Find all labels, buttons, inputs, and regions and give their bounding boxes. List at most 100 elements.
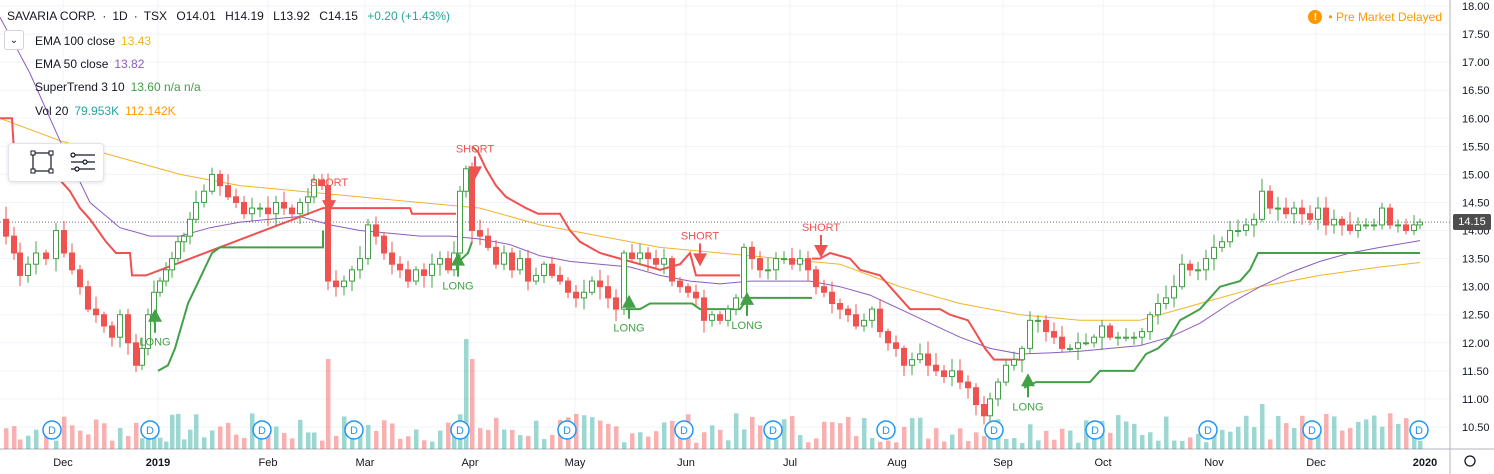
candle-body — [289, 207, 295, 215]
candle-body — [669, 258, 675, 282]
volume-bar — [188, 429, 193, 449]
volume-bar — [486, 429, 491, 449]
candle-body — [1251, 218, 1257, 226]
supertrend-up-line — [1023, 252, 1420, 389]
dividend-marker[interactable] — [344, 420, 364, 440]
dividend-marker[interactable] — [140, 420, 160, 440]
volume-bar — [1332, 416, 1337, 449]
candle-body — [69, 252, 75, 271]
short-signal-label: SHORT — [802, 222, 841, 234]
volume-bar — [702, 432, 707, 449]
volume-bar — [830, 422, 835, 449]
collapse-legend-button[interactable]: ⌄ — [4, 30, 24, 50]
volume-bar — [670, 420, 675, 449]
volume-bar — [414, 429, 419, 449]
candle-body — [741, 246, 747, 299]
volume-bar — [782, 419, 787, 449]
candle-body — [805, 258, 811, 271]
volume-bar — [1028, 424, 1033, 449]
dividend-marker[interactable] — [42, 420, 62, 440]
candle-body — [509, 252, 515, 271]
y-tick-label: 16.00 — [1462, 113, 1490, 125]
candle-body — [17, 252, 23, 276]
ema50-line — [0, 16, 1421, 355]
candle-body — [319, 179, 325, 187]
candle-body — [1299, 207, 1305, 215]
dividend-marker[interactable] — [1085, 420, 1105, 440]
volume-bar — [266, 436, 271, 449]
dividend-marker[interactable] — [252, 420, 272, 440]
legend-supertrend[interactable]: SuperTrend 3 10 13.60 n/a n/a — [35, 80, 201, 94]
symbol-name[interactable]: SAVARIA CORP. — [7, 9, 97, 23]
candle-body — [581, 291, 587, 299]
price-change: +0.20 (+1.43%) — [367, 9, 450, 23]
dividend-marker[interactable] — [450, 420, 470, 440]
candle-body — [1123, 336, 1129, 339]
candle-body — [733, 297, 739, 310]
candle-body — [1019, 347, 1025, 361]
dividend-marker[interactable] — [876, 420, 896, 440]
volume-bar — [654, 431, 659, 449]
gear-icon[interactable] — [1464, 455, 1476, 467]
volume-bar — [1164, 416, 1169, 449]
short-signal-arrow — [468, 166, 482, 180]
premarket-status[interactable]: ! • Pre Market Delayed — [1308, 10, 1442, 24]
volume-bar — [1188, 437, 1193, 449]
legend-volume[interactable]: Vol 20 79.953K 112.142K — [35, 104, 176, 118]
dividend-marker[interactable] — [1409, 420, 1429, 440]
volume-bar — [358, 435, 363, 449]
candle-body — [861, 319, 867, 327]
volume-bar — [382, 420, 387, 449]
interval[interactable]: 1D — [112, 9, 128, 23]
supertrend-up-line — [157, 230, 324, 372]
volume-bar — [1260, 404, 1265, 449]
legend-ema50[interactable]: EMA 50 close 13.82 — [35, 57, 145, 71]
candle-body — [853, 314, 859, 327]
candle-body — [1363, 224, 1369, 227]
candle-body — [1235, 230, 1241, 233]
long-signal-arrow — [148, 308, 162, 322]
candle-body — [225, 185, 231, 198]
volume-bar — [646, 436, 651, 449]
candle-body — [765, 269, 771, 272]
dividend-marker[interactable] — [984, 420, 1004, 440]
candle-body — [1417, 221, 1423, 226]
last-price-badge: 14.15 — [1453, 214, 1491, 230]
volume-bar — [526, 435, 531, 449]
dividend-marker[interactable] — [674, 420, 694, 440]
candle-body — [957, 370, 963, 383]
volume-bar — [798, 435, 803, 449]
x-tick-label: Mar — [356, 457, 375, 469]
dividend-marker[interactable] — [557, 420, 577, 440]
candle-body — [273, 201, 279, 215]
volume-bar — [1116, 415, 1121, 449]
candle-body — [241, 201, 247, 215]
volume-bar — [274, 426, 279, 449]
candle-body — [381, 235, 387, 254]
candle-body — [305, 196, 311, 203]
candle-body — [101, 314, 107, 327]
candle-body — [117, 314, 123, 338]
volume-bar — [806, 442, 811, 449]
dividend-marker[interactable] — [763, 420, 783, 440]
candle-body — [1139, 331, 1145, 338]
volume-bar — [390, 423, 395, 449]
volume-bar — [342, 416, 347, 449]
object-tree-icon[interactable] — [70, 152, 95, 172]
volume-bar — [226, 422, 231, 449]
long-signal-arrow — [451, 252, 465, 266]
x-tick-label: Nov — [1204, 457, 1224, 469]
dividend-marker[interactable] — [1302, 420, 1322, 440]
dividend-marker[interactable] — [1198, 420, 1218, 440]
candle-body — [175, 241, 181, 260]
volume-bar — [838, 423, 843, 449]
candle-body — [357, 258, 363, 271]
dividend-marker-label: D — [563, 425, 571, 437]
candle-body — [281, 201, 287, 209]
rectangle-tool-icon[interactable] — [30, 150, 54, 174]
legend-ema100[interactable]: EMA 100 close 13.43 — [35, 34, 152, 48]
candle-body — [1115, 336, 1121, 339]
candle-body — [717, 314, 723, 321]
volume-bar — [694, 442, 699, 449]
